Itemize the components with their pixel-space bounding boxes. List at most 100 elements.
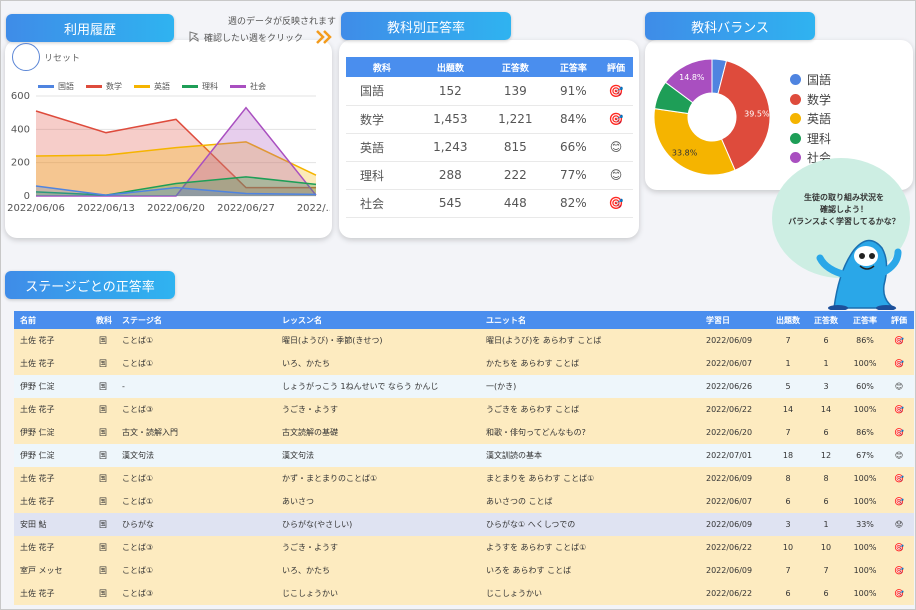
table-row[interactable]: 室戸 メッセ国ことば① いろ、かたち いろを あらわす ことば 2022/06/09 7… <box>14 559 914 582</box>
pie-slice-数学[interactable] <box>717 60 771 171</box>
legend-item-kokugo[interactable]: 国語 <box>38 81 74 92</box>
rating-icon: 🎯 <box>884 329 914 352</box>
table-cell: 室戸 メッセ <box>14 559 90 582</box>
table-row[interactable]: 伊野 仁淀国古文・読解入門 古文読解の基礎 和歌・俳句ってどんなもの? 2022/06… <box>14 421 914 444</box>
table-cell: 2022/06/07 <box>700 490 770 513</box>
rating-icon: 🎯 <box>884 467 914 490</box>
accuracy-row: 理科 288 222 77% 😊 <box>346 161 633 190</box>
legend-item-eigo[interactable]: 英語 <box>134 81 170 92</box>
line-理科 <box>35 176 317 196</box>
pie-slice-社会[interactable] <box>664 58 713 104</box>
reset-button[interactable]: リセット <box>12 43 80 71</box>
table-cell: 土佐 花子 <box>14 467 90 490</box>
area-理科 <box>36 176 316 196</box>
table-cell: 国 <box>90 329 116 352</box>
stage-header-5[interactable]: 学習日 <box>700 311 770 329</box>
table-cell: 6 <box>806 421 846 444</box>
cursor-icon <box>189 31 199 43</box>
table-cell: 1 <box>770 352 806 375</box>
pie-data-label: 39.5% <box>744 109 770 118</box>
stage-header-2[interactable]: ステージ名 <box>116 311 276 329</box>
legend-item-rika[interactable]: 理科 <box>182 81 218 92</box>
stage-header-3[interactable]: レッスン名 <box>276 311 480 329</box>
table-cell: 14 <box>806 398 846 421</box>
balance-legend-eigo[interactable]: 英語 <box>790 109 831 129</box>
legend-item-sugaku[interactable]: 数学 <box>86 81 122 92</box>
x-tick-label: 2022/06/20 <box>147 203 205 214</box>
table-cell: 100% <box>846 352 884 375</box>
balance-donut-chart[interactable]: 39.5% 33.8% 14.8% <box>652 57 772 177</box>
table-row[interactable]: 安田 鮎国ひらがな ひらがな(やさしい) ひらがな① へくしつでの 2022/06/0… <box>14 513 914 536</box>
double-chevron-icon <box>316 30 332 44</box>
stage-header-0[interactable]: 名前 <box>14 311 90 329</box>
stage-header-6[interactable]: 出題数 <box>770 311 806 329</box>
table-cell: 土佐 花子 <box>14 352 90 375</box>
table-cell: 2022/06/09 <box>700 467 770 490</box>
rating-icon: 🎯 <box>884 582 914 605</box>
accuracy-cell: 815 <box>482 133 548 162</box>
mascot-character <box>816 239 902 310</box>
rating-icon: 🎯 <box>884 490 914 513</box>
table-cell: 100% <box>846 536 884 559</box>
table-cell: じこしょうかい <box>276 582 480 605</box>
table-cell: 2022/06/07 <box>700 352 770 375</box>
pie-slice-英語[interactable] <box>653 108 736 176</box>
table-row[interactable]: 伊野 仁淀国漢文句法 漢文句法 漢文訓読の基本 2022/07/01 18 12 67% 😊 <box>14 444 914 467</box>
balance-legend-sugaku[interactable]: 数学 <box>790 90 831 110</box>
rating-icon: 😊 <box>884 375 914 398</box>
line-英語 <box>35 141 317 176</box>
table-row[interactable]: 土佐 花子国ことば① あいさつ あいさつの ことば 2022/06/07 6 6 100% 🎯 <box>14 490 914 513</box>
accuracy-header-4[interactable]: 評価 <box>598 57 633 77</box>
table-cell: 6 <box>806 582 846 605</box>
accuracy-cell: 1,221 <box>482 105 548 134</box>
table-cell: 2022/06/09 <box>700 513 770 536</box>
rating-icon: 🎯 <box>598 189 633 218</box>
stage-header-9[interactable]: 評価 <box>884 311 914 329</box>
table-cell: 3 <box>770 513 806 536</box>
table-row[interactable]: 土佐 花子国ことば③ うごき・ようす ようすを あらわす ことば① 2022/06/2… <box>14 536 914 559</box>
accuracy-cell: 139 <box>482 77 548 106</box>
rating-icon: 🎯 <box>598 77 633 106</box>
table-cell: ことば① <box>116 352 276 375</box>
table-cell: しょうがっこう 1ねんせいで ならう かんじ <box>276 375 480 398</box>
table-row[interactable]: 伊野 仁淀国 - しょうがっこう 1ねんせいで ならう かんじ 一(かき) 2022/0… <box>14 375 914 398</box>
table-cell: 2022/06/22 <box>700 398 770 421</box>
usage-legend: 国語 数学 英語 理科 社会 <box>38 81 266 92</box>
table-cell: 8 <box>770 467 806 490</box>
table-cell: 10 <box>806 536 846 559</box>
table-cell: ことば③ <box>116 536 276 559</box>
accuracy-title: 教科別正答率 <box>341 12 511 40</box>
rating-icon: 🎯 <box>884 421 914 444</box>
usage-hint-row: 確認したい週をクリック <box>188 30 333 44</box>
table-row[interactable]: 土佐 花子国ことば① 曜日(ようび)・季節(きせつ) 曜日(ようび)を あらわす こ… <box>14 329 914 352</box>
accuracy-cell: 545 <box>417 189 483 218</box>
accuracy-cell: 82% <box>547 189 599 218</box>
stage-header-4[interactable]: ユニット名 <box>480 311 700 329</box>
balance-legend-kokugo[interactable]: 国語 <box>790 70 831 90</box>
legend-item-shakai[interactable]: 社会 <box>230 81 266 92</box>
balance-legend: 国語 数学 英語 理科 社会 <box>790 70 831 168</box>
table-cell: 8 <box>806 467 846 490</box>
table-row[interactable]: 土佐 花子国ことば③ うごき・ようす うごきを あらわす ことば 2022/06/22… <box>14 398 914 421</box>
rating-icon: 😊 <box>598 133 633 162</box>
table-row[interactable]: 土佐 花子国ことば① かず・まとまりのことば① まとまりを あらわす ことば① 202… <box>14 467 914 490</box>
accuracy-header-1[interactable]: 出題数 <box>417 57 483 77</box>
table-cell: 10 <box>770 536 806 559</box>
accuracy-header-0[interactable]: 教科 <box>346 57 418 77</box>
accuracy-cell: 社会 <box>346 189 418 218</box>
balance-legend-rika[interactable]: 理科 <box>790 129 831 149</box>
usage-title: 利用履歴 <box>6 14 174 42</box>
accuracy-header-2[interactable]: 正答数 <box>482 57 548 77</box>
table-cell: 7 <box>770 421 806 444</box>
stage-header-8[interactable]: 正答率 <box>846 311 884 329</box>
accuracy-cell: 国語 <box>346 77 418 106</box>
table-cell: ことば① <box>116 559 276 582</box>
stage-header-1[interactable]: 教科 <box>90 311 116 329</box>
stage-header-7[interactable]: 正答数 <box>806 311 846 329</box>
accuracy-cell: 1,243 <box>417 133 483 162</box>
table-row[interactable]: 土佐 花子国ことば① いろ、かたち かたちを あらわす ことば 2022/06/07 1… <box>14 352 914 375</box>
table-cell: 3 <box>806 375 846 398</box>
table-row[interactable]: 土佐 花子国ことば③ じこしょうかい じこしょうかい 2022/06/22 6 6 100%… <box>14 582 914 605</box>
accuracy-header-3[interactable]: 正答率 <box>547 57 599 77</box>
